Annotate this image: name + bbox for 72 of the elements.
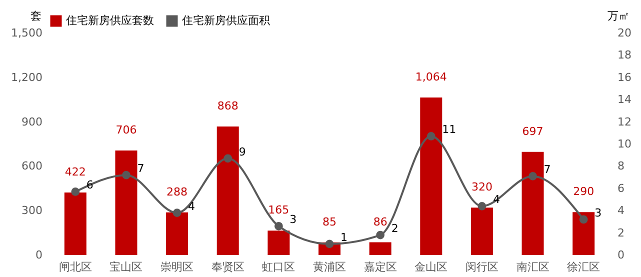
- x-tick-label: 金山区: [414, 260, 448, 274]
- y2-tick-label: 0: [618, 248, 624, 262]
- data-label: 868: [217, 100, 238, 113]
- y2-tick-label: 12: [618, 115, 632, 128]
- data-label: 1: [340, 230, 348, 244]
- y2-tick-label: 8: [618, 160, 624, 173]
- y2-tick-label: 16: [618, 70, 632, 84]
- bar: [166, 212, 188, 255]
- data-label: 706: [116, 124, 137, 137]
- bar: [216, 126, 239, 255]
- legend-label: 住宅新房供应面积: [182, 14, 270, 27]
- bar: [64, 192, 86, 255]
- x-tick-label: 嘉定区: [364, 260, 397, 274]
- data-label: 7: [137, 162, 144, 176]
- y2-tick-label: 6: [618, 182, 624, 195]
- y-tick-label: 900: [22, 115, 42, 128]
- point: [579, 215, 588, 224]
- data-label: 165: [268, 204, 290, 217]
- x-tick-label: 南汇区: [516, 260, 550, 274]
- y-tick-label: 600: [22, 160, 42, 173]
- y2-tick-label: 18: [618, 48, 632, 62]
- point: [224, 154, 232, 163]
- data-label: 3: [594, 206, 602, 220]
- x-tick-label: 崇明区: [160, 260, 194, 274]
- bar: [470, 208, 493, 255]
- y-tick-label: 0: [36, 248, 42, 262]
- data-label: 1,064: [415, 70, 447, 84]
- y2-tick-label: 14: [618, 93, 632, 106]
- data-label: 86: [373, 215, 388, 228]
- y2-tick-label: 10: [618, 138, 632, 150]
- y-tick-label: 1,500: [11, 26, 42, 40]
- x-tick-label: 黄浦区: [313, 260, 346, 274]
- y-axis-title: 套: [30, 10, 42, 22]
- point: [172, 208, 182, 217]
- bar: [572, 212, 595, 255]
- point: [528, 172, 537, 180]
- data-label: 288: [166, 185, 188, 198]
- legend-label: 住宅新房供应套数: [66, 14, 154, 27]
- bar: [115, 150, 138, 255]
- y2-tick-label: 4: [618, 204, 624, 218]
- x-tick-label: 徐汇区: [567, 260, 600, 274]
- data-label: 697: [522, 124, 544, 138]
- data-label: 2: [391, 222, 398, 236]
- x-tick-label: 虹口区: [262, 260, 296, 274]
- data-label: 3: [290, 213, 297, 226]
- bar: [522, 152, 544, 255]
- bar: [369, 242, 392, 255]
- y2-tick-label: 2: [618, 226, 624, 240]
- y2-tick-label: 20: [618, 26, 632, 40]
- data-label: 7: [544, 163, 551, 176]
- data-label: 290: [573, 185, 594, 198]
- data-label: 85: [322, 215, 336, 228]
- x-tick-label: 宝山区: [110, 260, 143, 274]
- y-tick-label: 1,200: [11, 70, 42, 84]
- point: [122, 170, 130, 180]
- data-label: 320: [471, 180, 492, 194]
- point: [71, 188, 80, 196]
- y2-axis-title: 万㎡: [608, 10, 630, 22]
- data-label: 11: [442, 123, 456, 136]
- bar: [268, 230, 290, 255]
- point: [426, 132, 436, 140]
- point: [274, 222, 283, 230]
- data-label: 4: [188, 200, 196, 213]
- point: [478, 202, 486, 210]
- x-tick-label: 闵行区: [465, 260, 498, 274]
- x-tick-label: 奉贤区: [211, 260, 244, 274]
- bar: [420, 98, 442, 255]
- data-label: 9: [238, 145, 246, 158]
- point: [376, 230, 384, 240]
- data-label: 422: [64, 166, 86, 179]
- x-tick-label: 闸北区: [58, 260, 92, 274]
- y-tick-label: 300: [22, 204, 42, 218]
